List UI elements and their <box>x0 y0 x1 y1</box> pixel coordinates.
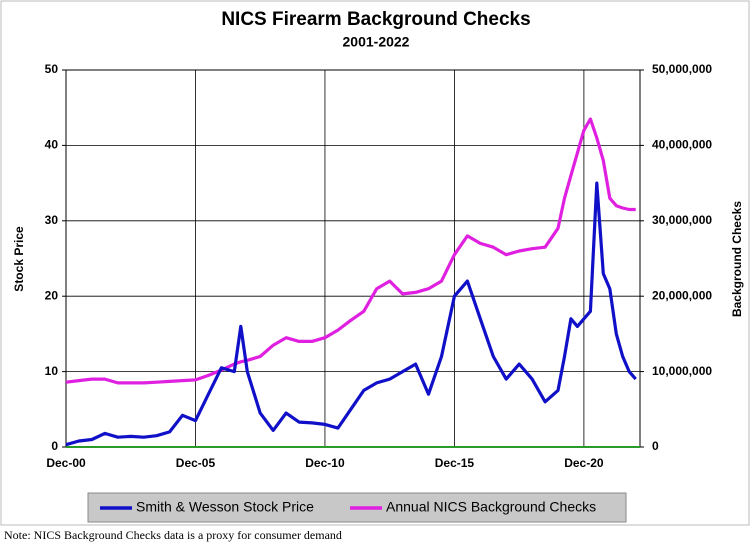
note: Note: NICS Background Checks data is a p… <box>4 528 342 542</box>
series-line <box>65 117 636 385</box>
y2-axis-label: Background Checks <box>730 201 744 317</box>
y2-tick-label: 40,000,000 <box>652 138 712 152</box>
y2-tick-label: 50,000,000 <box>652 62 712 76</box>
y-tick-label: 10 <box>45 364 59 378</box>
y-tick-label: 0 <box>51 439 58 453</box>
x-tick-label: Dec-15 <box>435 456 475 470</box>
chart-subtitle: 2001-2022 <box>343 34 410 50</box>
y-tick-label: 20 <box>45 288 59 302</box>
x-tick-label: Dec-05 <box>176 456 216 470</box>
y-axis-label: Stock Price <box>12 226 26 292</box>
x-tick-label: Dec-10 <box>305 456 345 470</box>
y2-tick-label: 20,000,000 <box>652 288 712 302</box>
y2-tick-label: 30,000,000 <box>652 213 712 227</box>
legend-label: Smith & Wesson Stock Price <box>136 499 314 515</box>
y-tick-label: 50 <box>45 62 59 76</box>
x-tick-label: Dec-00 <box>46 456 86 470</box>
x-tick-label: Dec-20 <box>564 456 604 470</box>
series-line <box>65 181 637 447</box>
y2-tick-label: 0 <box>652 439 659 453</box>
chart-title: NICS Firearm Background Checks <box>221 9 530 30</box>
y-tick-label: 30 <box>45 213 59 227</box>
y2-tick-label: 10,000,000 <box>652 364 712 378</box>
legend-label: Annual NICS Background Checks <box>386 499 596 515</box>
y-tick-label: 40 <box>45 138 59 152</box>
